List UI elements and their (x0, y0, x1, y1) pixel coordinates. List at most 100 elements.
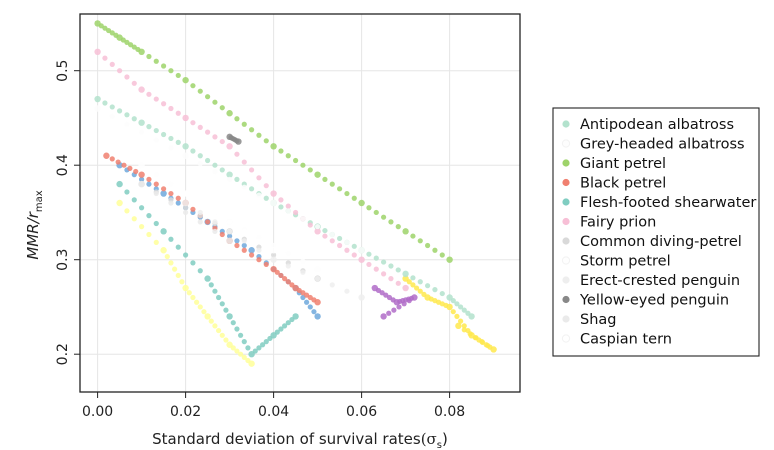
data-point (131, 116, 137, 122)
data-point (153, 96, 159, 102)
data-point (124, 112, 130, 118)
x-axis-ticks: 0.00 0.02 0.04 0.06 0.08 (82, 392, 465, 420)
data-point (219, 301, 225, 307)
data-point (131, 216, 137, 222)
data-point (116, 180, 123, 188)
data-point (395, 280, 401, 286)
data-point (278, 326, 284, 332)
data-point (216, 327, 222, 334)
data-point (311, 309, 317, 315)
data-point (227, 228, 233, 234)
data-point (271, 242, 277, 249)
data-point (410, 233, 416, 239)
data-point (391, 307, 397, 313)
data-point (146, 181, 152, 187)
data-point (292, 313, 299, 320)
data-point (263, 138, 269, 144)
data-point (138, 162, 145, 169)
data-point (285, 320, 291, 326)
x-axis-label-subscript: s (437, 440, 442, 450)
data-point (256, 132, 262, 138)
data-point (300, 269, 306, 275)
data-point (208, 282, 214, 288)
x-axis-label-symbol: (σ (421, 430, 437, 448)
data-point (234, 242, 240, 249)
data-point (381, 271, 387, 277)
data-point (161, 63, 167, 69)
data-point (406, 279, 412, 285)
data-point (127, 165, 133, 171)
data-point (160, 228, 167, 235)
data-point (249, 252, 255, 258)
data-point (358, 256, 365, 263)
data-point (256, 192, 262, 198)
data-point (183, 205, 189, 211)
data-point (190, 120, 196, 126)
data-point (263, 261, 269, 268)
data-point (212, 288, 218, 294)
data-point (337, 235, 343, 242)
series-points-2 (94, 20, 453, 263)
data-point (116, 199, 123, 207)
x-tick-label: 0.00 (82, 404, 113, 420)
data-point (373, 266, 379, 272)
data-point (168, 145, 174, 151)
data-point (226, 143, 233, 150)
data-point (190, 83, 196, 89)
data-point (461, 323, 467, 329)
data-point (381, 259, 387, 265)
data-point (329, 238, 335, 244)
data-point (425, 242, 431, 249)
data-point (234, 348, 240, 354)
data-point (161, 101, 167, 107)
data-point (282, 323, 288, 329)
data-point (315, 224, 321, 230)
data-point (315, 276, 321, 282)
legend-entry: Grey-headed albatross (580, 137, 745, 153)
data-point (182, 114, 189, 122)
data-point (241, 354, 247, 360)
data-point (175, 72, 181, 79)
data-point (124, 189, 130, 195)
data-point (117, 108, 123, 114)
data-point (146, 91, 152, 97)
data-point (168, 105, 174, 112)
data-point (197, 124, 203, 130)
data-point (439, 290, 445, 297)
data-point (139, 205, 145, 211)
data-point (278, 204, 284, 210)
data-point (366, 205, 372, 211)
data-point (227, 219, 233, 225)
data-point (300, 162, 306, 168)
data-point (234, 238, 240, 244)
data-point (241, 238, 247, 244)
legend-entry: Fairy prion (580, 215, 656, 231)
data-point (183, 252, 189, 258)
data-point (446, 256, 453, 263)
data-point (230, 320, 236, 326)
data-point (386, 310, 392, 316)
data-point (373, 209, 379, 216)
data-point (270, 247, 277, 254)
cluster-points-0 (402, 275, 497, 353)
legend-marker (562, 198, 570, 206)
data-point (485, 342, 491, 349)
data-point (241, 228, 247, 234)
data-point (417, 238, 423, 244)
data-point (94, 105, 101, 112)
data-point (201, 309, 207, 315)
legend-marker (561, 334, 571, 343)
data-point (219, 167, 225, 173)
data-point (109, 113, 115, 119)
data-point (205, 129, 211, 135)
data-point (139, 176, 145, 182)
data-point (467, 331, 473, 337)
y-tick-label: 0.3 (55, 249, 71, 271)
data-point (285, 279, 291, 285)
data-point (380, 313, 387, 320)
data-point (395, 224, 401, 230)
data-point (219, 105, 225, 111)
data-point (182, 190, 189, 197)
data-point (241, 247, 247, 253)
